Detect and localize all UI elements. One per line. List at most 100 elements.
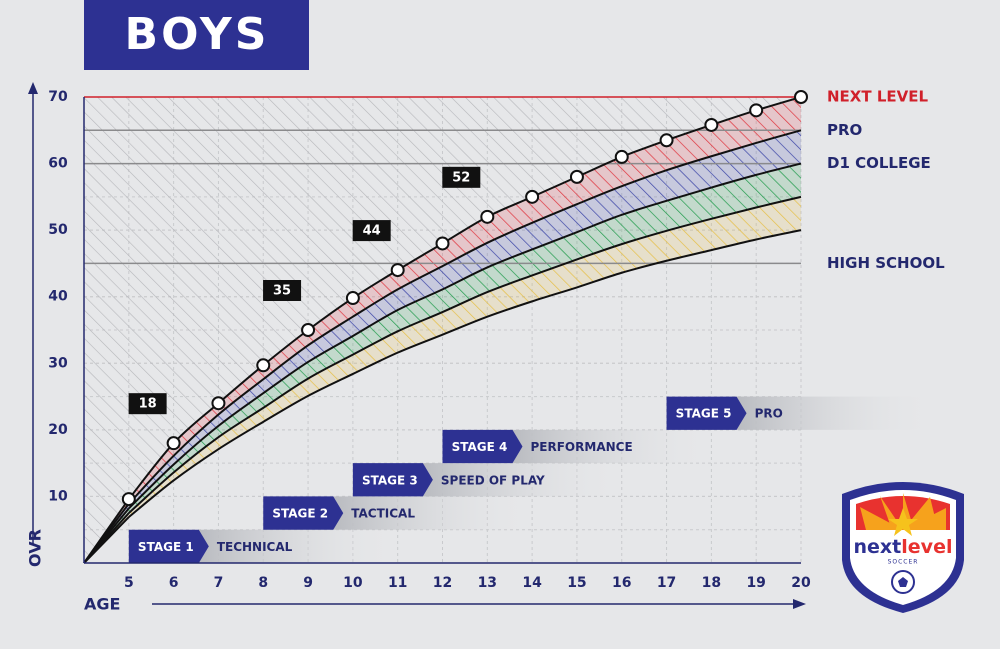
markers: 18 35 44 52 xyxy=(121,90,808,507)
value-label-box xyxy=(263,280,302,301)
point xyxy=(345,291,360,306)
point xyxy=(704,117,719,132)
stage-bar xyxy=(736,396,937,430)
band xyxy=(84,97,801,563)
stage: STAGE 2 TACTICAL xyxy=(263,496,534,530)
stage: STAGE 3 SPEED OF PLAY xyxy=(352,463,623,497)
x-tick-label: 19 xyxy=(746,575,765,591)
x-tick-label: 18 xyxy=(702,575,721,591)
stage-box xyxy=(263,496,344,530)
stage-box xyxy=(666,396,747,430)
stage-name: STAGE 1 xyxy=(138,540,194,554)
point xyxy=(121,492,136,507)
y-tick-label: 40 xyxy=(48,289,68,305)
x-tick-label: 11 xyxy=(388,575,407,591)
x-tick-label: 8 xyxy=(258,575,268,591)
value-label: 44 xyxy=(363,224,381,239)
point xyxy=(749,103,764,118)
y-tick-label: 30 xyxy=(48,355,68,371)
stage-name: STAGE 4 xyxy=(452,440,508,454)
stage-bar xyxy=(198,529,399,563)
value-label: 35 xyxy=(273,284,291,299)
value-label-box xyxy=(352,220,391,242)
value-label-box xyxy=(442,166,481,188)
band xyxy=(84,163,801,564)
y-axis-label: OVR xyxy=(26,529,45,567)
x-tick-label: 6 xyxy=(169,575,179,591)
stage: STAGE 1 TECHNICAL xyxy=(128,529,399,564)
stage-name: STAGE 5 xyxy=(676,407,732,421)
x-tick-label: 10 xyxy=(343,575,363,591)
title-box xyxy=(84,0,309,70)
x-tick-label: 9 xyxy=(303,575,313,591)
x-tick-label: 17 xyxy=(657,575,676,591)
curve xyxy=(128,96,802,500)
curves xyxy=(83,96,802,564)
logo: nextlevel SOCCER xyxy=(842,482,964,613)
stage-bar xyxy=(422,463,623,497)
point xyxy=(435,236,450,251)
bands xyxy=(84,97,801,564)
chart-title: BOYS xyxy=(125,9,270,60)
x-tick-label: 14 xyxy=(522,575,542,591)
x-tick-label: 13 xyxy=(478,575,497,591)
stage: STAGE 4 PERFORMANCE xyxy=(442,429,713,464)
x-tick-label: 20 xyxy=(791,575,811,591)
stage-bar xyxy=(512,429,713,464)
stage-label: TECHNICAL xyxy=(217,540,293,554)
stage-box xyxy=(442,429,523,464)
y-tick-label: 20 xyxy=(48,422,68,438)
logo-ball-patch xyxy=(898,577,908,587)
stage-name: STAGE 2 xyxy=(272,507,328,521)
reference-label: D1 COLLEGE xyxy=(827,154,931,172)
reference-label: PRO xyxy=(827,121,862,139)
value-label: 18 xyxy=(139,397,157,412)
point xyxy=(301,323,316,337)
x-arrow-head xyxy=(793,599,806,609)
point xyxy=(525,189,540,204)
stage-label: PERFORMANCE xyxy=(531,440,633,454)
point xyxy=(256,358,271,373)
reference-label: HIGH SCHOOL xyxy=(827,254,945,272)
curve-lead xyxy=(83,516,130,564)
x-tick-label: 5 xyxy=(124,575,134,591)
y-tick-label: 60 xyxy=(48,156,68,172)
stages: STAGE 1 TECHNICAL STAGE 2 TACTICAL STAGE 3 SP… xyxy=(128,396,937,564)
point xyxy=(569,169,584,184)
stage-name: STAGE 3 xyxy=(362,473,418,487)
x-tick-label: 12 xyxy=(433,575,452,591)
y-tick-label: 70 xyxy=(48,89,68,105)
logo-star xyxy=(888,508,918,536)
curve xyxy=(128,162,802,510)
logo-word-b: level xyxy=(901,536,952,558)
reference-lines: NEXT LEVEL PRO D1 COLLEGE HIGH SCHOOL xyxy=(84,88,945,272)
point xyxy=(614,149,629,164)
x-axis-label: AGE xyxy=(84,595,120,614)
stage-label: SPEED OF PLAY xyxy=(441,473,545,487)
y-tick-label: 50 xyxy=(48,222,68,238)
stage-box xyxy=(128,529,209,564)
point xyxy=(390,263,405,278)
curve xyxy=(128,195,802,514)
band xyxy=(84,130,801,564)
x-tick-label: 16 xyxy=(612,575,631,591)
logo-word-a: next xyxy=(854,536,902,558)
point xyxy=(480,209,495,224)
reference-label: NEXT LEVEL xyxy=(827,88,928,106)
stage-label: PRO xyxy=(755,407,783,421)
stage-label: TACTICAL xyxy=(351,507,415,521)
value-label-box xyxy=(128,393,167,415)
point xyxy=(794,90,808,104)
logo-sub: SOCCER xyxy=(888,559,919,566)
curve xyxy=(128,229,802,518)
x-tick-label: 15 xyxy=(567,575,586,591)
band xyxy=(84,196,801,563)
hatch-area xyxy=(84,97,801,563)
point xyxy=(166,436,181,451)
logo-text: nextlevel xyxy=(854,536,953,558)
stage: STAGE 5 PRO xyxy=(666,396,937,430)
y-tick-label: 10 xyxy=(48,488,68,504)
y-arrow-head xyxy=(28,82,38,94)
point xyxy=(211,396,226,411)
